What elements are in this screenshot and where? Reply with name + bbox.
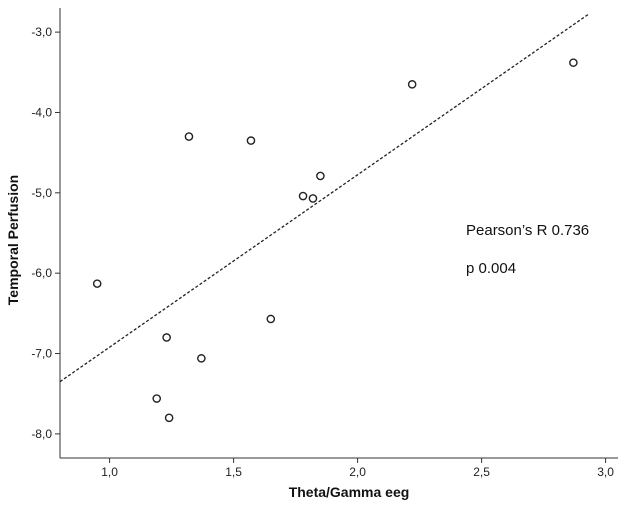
y-tick-label: -6,0 <box>31 266 52 280</box>
y-axis-ticks: -3,0 -4,0 -5,0 -6,0 -7,0 -8,0 <box>31 25 60 441</box>
data-point <box>184 132 194 141</box>
data-points <box>92 58 578 423</box>
data-point <box>316 171 325 181</box>
y-axis-title: Temporal Perfusion <box>5 175 21 305</box>
x-axis-title: Theta/Gamma eeg <box>289 484 410 500</box>
data-point <box>308 194 318 203</box>
data-point <box>266 314 276 324</box>
data-point <box>164 413 174 423</box>
data-point <box>246 136 256 145</box>
p-value-annotation: p 0.004 <box>466 260 516 277</box>
pearson-r-annotation: Pearson’s R 0.736 <box>466 222 589 239</box>
x-axis-ticks: 1,0 1,5 2,0 2,5 3,0 <box>101 458 614 479</box>
y-tick-label: -7,0 <box>31 347 52 361</box>
y-tick-label: -5,0 <box>31 186 52 200</box>
data-point <box>298 191 308 201</box>
x-tick-label: 2,0 <box>349 465 366 479</box>
x-tick-label: 1,5 <box>225 465 242 479</box>
regression-line <box>59 13 589 383</box>
regression-line-group <box>59 13 589 383</box>
axes <box>59 8 618 459</box>
data-point <box>407 80 417 89</box>
x-tick-label: 1,0 <box>101 465 118 479</box>
data-point <box>162 333 171 342</box>
x-tick-label: 2,5 <box>473 465 490 479</box>
data-point <box>569 58 578 67</box>
data-point <box>197 354 206 363</box>
data-point <box>92 279 102 288</box>
x-tick-label: 3,0 <box>597 465 614 479</box>
y-tick-label: -3,0 <box>31 25 52 39</box>
data-point <box>152 394 162 403</box>
y-tick-label: -8,0 <box>31 427 52 441</box>
y-tick-label: -4,0 <box>31 105 52 119</box>
